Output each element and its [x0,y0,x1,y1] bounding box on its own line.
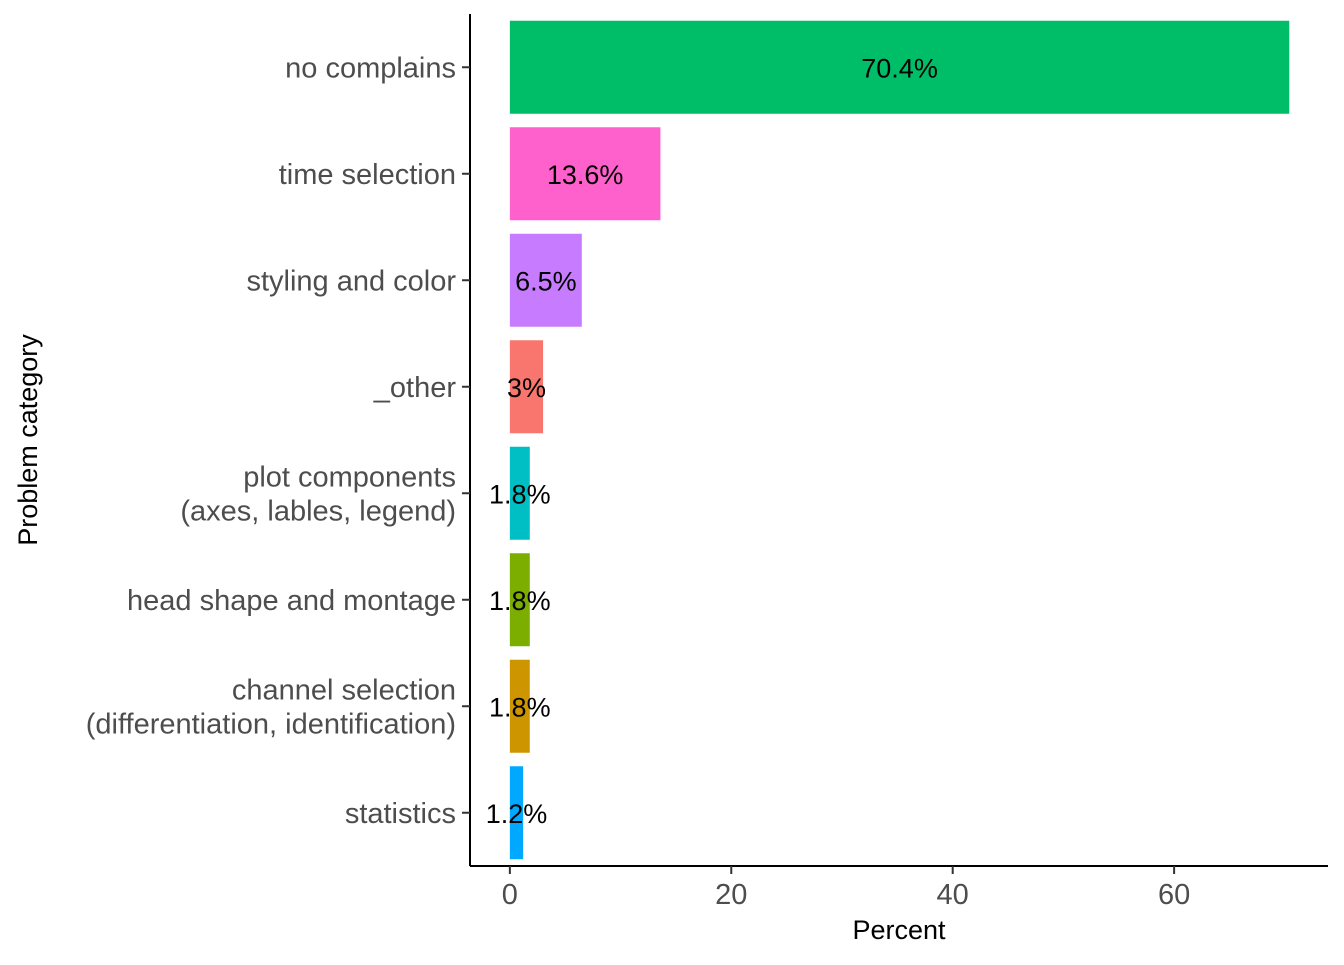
data-label-0: 70.4% [861,53,938,83]
data-label-1: 13.6% [547,160,624,190]
y-axis [462,14,471,866]
x-tick-label-1: 20 [715,879,747,911]
category-label-line: no complains [285,52,456,84]
data-labels-group: 70.4% 13.6% 6.5% 3% 1.8% 1.8% 1.8% 1.2% [486,53,938,829]
category-label-3: _other [373,372,457,404]
category-label-1: time selection [279,159,456,191]
bar-7 [509,766,524,860]
bars-group [509,20,1290,860]
category-labels-group: no complains time selection styling and co… [86,52,457,830]
category-label-2: styling and color [246,265,456,297]
category-label-line: (differentiation, identification) [86,708,456,740]
x-tick-label-0: 0 [502,879,518,911]
bar-0 [509,20,1290,114]
x-axis [470,865,1328,874]
x-tick-label-3: 60 [1158,879,1190,911]
category-label-6: channel selection (differentiation, ident… [86,674,456,740]
data-label-7: 1.2% [486,799,548,829]
bar-1 [509,127,661,221]
category-label-7: statistics [345,798,456,830]
x-tick-labels-group: 0 20 40 60 [502,879,1190,911]
category-label-5: head shape and montage [127,585,456,617]
category-label-line: plot components [243,461,456,493]
category-label-line: channel selection [232,674,456,706]
bar-4 [509,446,530,540]
x-axis-title: Percent [852,915,946,945]
bar-6 [509,659,530,753]
category-label-4: plot components (axes, lables, legend) [180,461,456,527]
category-label-line: head shape and montage [127,585,456,617]
category-label-line: time selection [279,159,456,191]
data-label-4: 1.8% [489,479,551,509]
category-label-line: _other [373,372,457,404]
category-label-line: statistics [345,798,456,830]
bar-3 [509,340,544,434]
category-label-line: styling and color [246,265,456,297]
category-label-line: (axes, lables, legend) [180,495,456,527]
y-axis-title: Problem category [13,334,43,546]
bar-5 [509,553,530,647]
bar-2 [509,233,582,327]
data-label-3: 3% [507,373,546,403]
data-label-2: 6.5% [515,266,577,296]
x-tick-label-2: 40 [937,879,969,911]
category-label-0: no complains [285,52,456,84]
data-label-6: 1.8% [489,692,551,722]
data-label-5: 1.8% [489,586,551,616]
